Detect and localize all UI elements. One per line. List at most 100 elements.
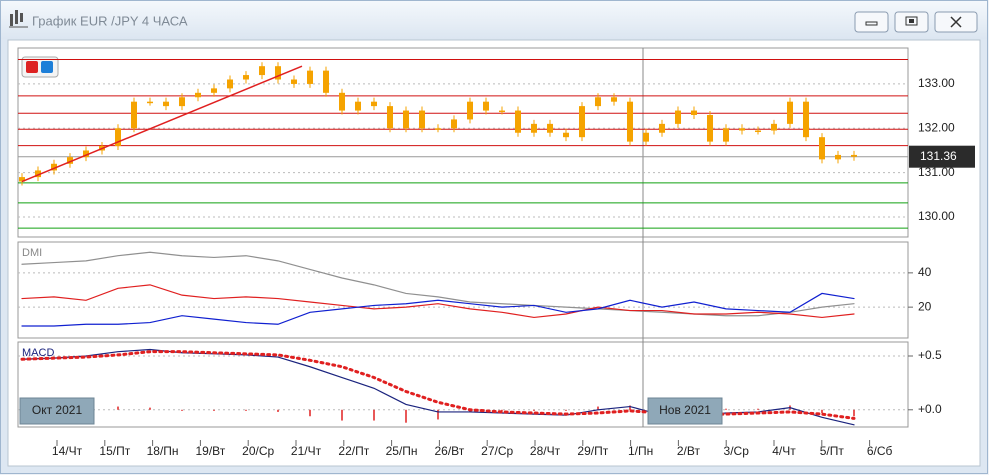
candle <box>691 110 697 115</box>
candle <box>643 132 649 142</box>
candle <box>275 66 281 80</box>
candle <box>723 128 729 142</box>
candle <box>403 110 409 129</box>
minimize-button[interactable] <box>854 11 889 33</box>
x-tick-label: 14/Чт <box>52 444 83 458</box>
candle <box>787 101 793 124</box>
x-tick-label: 3/Ср <box>724 444 750 458</box>
candle <box>563 132 569 138</box>
y-tick-label: 132.00 <box>918 120 955 134</box>
candle <box>259 66 265 76</box>
candle <box>739 128 745 131</box>
candle <box>611 97 617 102</box>
month-box <box>19 397 95 425</box>
candle <box>339 92 345 111</box>
candle <box>179 97 185 107</box>
candle <box>419 110 425 129</box>
y-tick-label: 131.00 <box>918 165 955 179</box>
x-tick-label: 5/Пт <box>820 444 845 458</box>
candle <box>515 110 521 133</box>
x-tick-label: 1/Пн <box>628 444 653 458</box>
x-tick-label: 20/Ср <box>242 444 274 458</box>
candle <box>211 88 217 93</box>
candle <box>803 101 809 138</box>
candle <box>819 137 825 160</box>
candle <box>531 123 537 133</box>
candle <box>291 79 297 84</box>
x-tick-label: 26/Вт <box>435 444 465 458</box>
month-box <box>647 397 723 425</box>
x-tick-label: 19/Вт <box>196 444 226 458</box>
price-panel <box>17 47 909 238</box>
candle <box>707 114 713 142</box>
candle <box>115 128 121 147</box>
panel-title: MACD <box>22 347 54 359</box>
candle <box>307 70 313 84</box>
y-tick-label: +0.5 <box>918 348 942 362</box>
candle <box>227 79 233 89</box>
last-price-label: 131.36 <box>920 149 957 163</box>
y-tick-label: 130.00 <box>918 209 955 223</box>
candle <box>771 123 777 131</box>
candle <box>67 157 73 164</box>
candle <box>835 154 841 160</box>
candle <box>755 130 761 133</box>
candle <box>323 70 329 93</box>
candle <box>243 75 249 80</box>
candle <box>499 110 505 113</box>
month-label: Нов 2021 <box>659 403 711 417</box>
candle <box>451 119 457 129</box>
x-tick-label: 18/Пн <box>147 444 179 458</box>
candle <box>547 123 553 133</box>
x-tick-label: 28/Чт <box>530 444 561 458</box>
candle <box>483 101 489 111</box>
dmi-panel <box>17 241 909 339</box>
close-button[interactable] <box>934 11 978 33</box>
indicator-line <box>21 292 855 327</box>
x-tick-label: 27/Ср <box>481 444 513 458</box>
y-tick-label: +0.0 <box>918 402 942 416</box>
indicator-line <box>21 251 855 317</box>
candle <box>35 170 41 178</box>
candle <box>147 101 153 104</box>
candle <box>131 101 137 129</box>
template-button[interactable] <box>21 56 59 78</box>
x-tick-label: 15/Пт <box>99 444 130 458</box>
candle <box>83 150 89 158</box>
candle <box>851 154 857 157</box>
candle <box>435 128 441 130</box>
candle <box>195 92 201 98</box>
x-tick-label: 6/Сб <box>867 444 893 458</box>
x-tick-label: 25/Пн <box>386 444 418 458</box>
last-price-box <box>909 145 975 168</box>
y-tick-label: 40 <box>918 265 932 279</box>
month-label: Окт 2021 <box>32 403 83 417</box>
x-tick-label: 4/Чт <box>772 444 796 458</box>
candle <box>579 106 585 138</box>
y-tick-label: 133.00 <box>918 76 955 90</box>
candle <box>19 177 25 182</box>
candle <box>51 163 57 171</box>
x-tick-label: 22/Пт <box>338 444 369 458</box>
panel-title: DMI <box>22 247 42 259</box>
trend-line <box>21 65 303 183</box>
candle <box>467 101 473 120</box>
candle <box>371 101 377 107</box>
indicator-line <box>21 284 855 319</box>
window-title: График EUR /JPY 4 ЧАСА <box>32 13 188 28</box>
app-icon <box>9 10 28 28</box>
candle <box>659 123 665 133</box>
y-tick-label: 20 <box>918 299 932 313</box>
x-tick-label: 2/Вт <box>677 444 701 458</box>
candle <box>627 101 633 142</box>
candle <box>675 110 681 124</box>
x-tick-label: 21/Чт <box>291 444 322 458</box>
candle <box>355 101 361 111</box>
restore-button[interactable] <box>894 11 929 33</box>
chart-area <box>7 39 981 467</box>
x-tick-label: 29/Пт <box>577 444 608 458</box>
candle <box>595 97 601 107</box>
candle <box>163 101 169 107</box>
